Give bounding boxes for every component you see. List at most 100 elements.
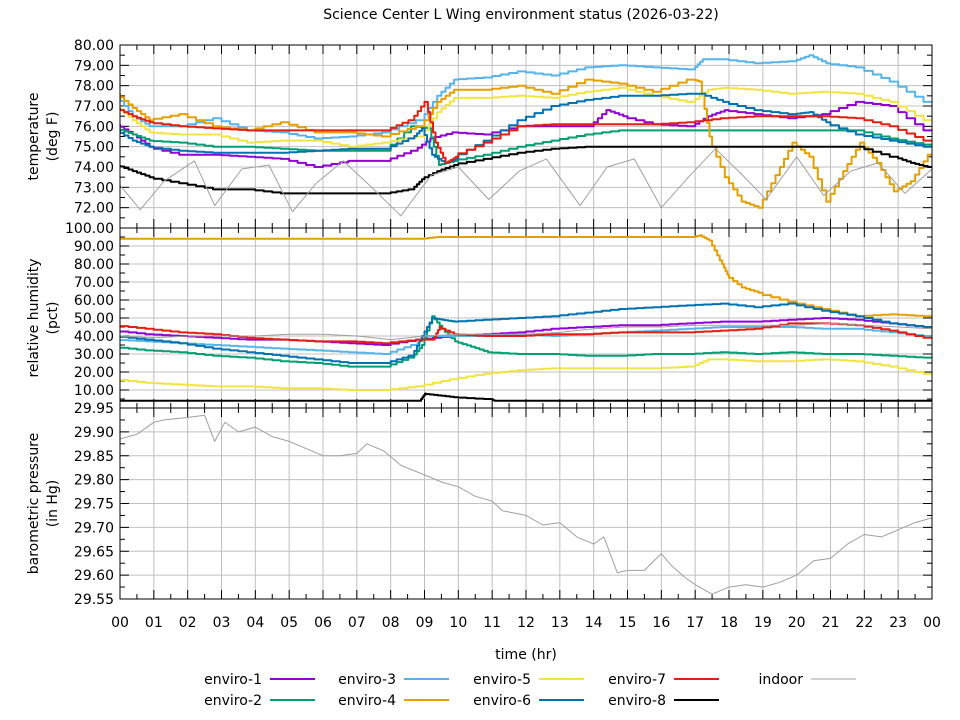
y-axis-label-line: barometric pressure	[26, 433, 42, 574]
humidity-y-tick-label: 10.00	[74, 383, 114, 399]
x-tick-label: 01	[145, 615, 163, 631]
x-tick-label: 04	[246, 615, 264, 631]
legend-item-enviro-8: enviro-8	[608, 693, 719, 709]
legend-item-enviro-3: enviro-3	[338, 672, 449, 688]
y-axis-label-line: (deg F)	[45, 112, 61, 162]
y-axis-label-line: (pct)	[45, 302, 61, 335]
series-line-enviro-6	[120, 302, 932, 364]
legend-item-enviro-7: enviro-7	[608, 672, 719, 688]
x-tick-label: 11	[483, 615, 501, 631]
legend-label: enviro-1	[204, 672, 262, 688]
y-axis-label-line: relative humidity	[26, 258, 42, 377]
y-axis-label-line: temperature	[26, 93, 42, 181]
humidity-y-tick-label: 30.00	[74, 347, 114, 363]
series-line-indoor	[120, 148, 932, 217]
temperature-y-tick-label: 76.00	[74, 119, 114, 135]
pressure-plot-frame	[119, 407, 933, 600]
x-tick-label: 23	[889, 615, 907, 631]
humidity-y-tick-label: 70.00	[74, 275, 114, 291]
legend-item-indoor: indoor	[758, 672, 856, 688]
panel-humidity: 10.00 20.00 30.00 40.00 50.00 60.00 70.00 80.00…	[26, 221, 933, 409]
humidity-ticks	[119, 227, 933, 409]
x-tick-label: 00	[111, 615, 129, 631]
series-line-enviro-8	[120, 392, 932, 402]
humidity-y-tick-label: 40.00	[74, 329, 114, 345]
temperature-y-tick-label: 72.00	[74, 201, 114, 217]
x-tick-label: 22	[855, 615, 873, 631]
x-tick-label: 10	[449, 615, 467, 631]
pressure-y-tick-label: 29.60	[74, 568, 114, 584]
x-tick-label: 14	[585, 615, 603, 631]
legend-label: indoor	[758, 672, 803, 688]
temperature-series	[120, 54, 932, 217]
pressure-ticks	[119, 407, 933, 600]
humidity-series	[120, 234, 932, 402]
x-tick-label: 18	[720, 615, 738, 631]
humidity-y-tick-label: 20.00	[74, 365, 114, 381]
pressure-y-tick-label: 29.80	[74, 473, 114, 489]
humidity-y-tick-label: 60.00	[74, 293, 114, 309]
temperature-y-tick-label: 77.00	[74, 99, 114, 115]
pressure-series	[120, 414, 932, 595]
legend-item-enviro-2: enviro-2	[204, 693, 315, 709]
x-tick-label: 03	[213, 615, 231, 631]
legend: enviro-1 enviro-2 enviro-3 enviro-4 enviro-5…	[204, 672, 856, 709]
series-line-enviro-8	[120, 145, 932, 195]
legend-item-enviro-4: enviro-4	[338, 693, 449, 709]
temperature-y-tick-label: 73.00	[74, 180, 114, 196]
temperature-y-tick-label: 79.00	[74, 58, 114, 74]
x-tick-label: 16	[652, 615, 670, 631]
x-tick-label: 12	[517, 615, 535, 631]
x-tick-label: 00	[923, 615, 941, 631]
legend-item-enviro-6: enviro-6	[473, 693, 584, 709]
series-line-enviro-4	[120, 78, 932, 209]
pressure-y-tick-label: 29.75	[74, 497, 114, 513]
temperature-y-tick-label: 74.00	[74, 160, 114, 176]
x-tick-labels: 00 01 02 03 04 05 06 07 08 09 10 11 12 13 14 15 16 17 18 19…	[111, 615, 941, 631]
x-tick-label: 08	[382, 615, 400, 631]
temperature-y-tick-label: 78.00	[74, 79, 114, 95]
series-line-indoor	[120, 414, 932, 595]
humidity-y-tick-label: 100.00	[65, 221, 114, 237]
temperature-y-tick-label: 75.00	[74, 140, 114, 156]
series-line-enviro-5	[120, 358, 932, 391]
legend-label: enviro-5	[473, 672, 531, 688]
pressure-y-axis-label: barometric pressure (in Hg)	[26, 433, 61, 574]
pressure-y-tick-label: 29.55	[74, 592, 114, 608]
x-tick-label: 09	[416, 615, 434, 631]
pressure-grid	[120, 408, 932, 599]
x-tick-label: 02	[179, 615, 197, 631]
humidity-y-tick-label: 90.00	[74, 239, 114, 255]
panel-pressure: 29.55 29.60 29.65 29.70 29.75 29.80 29.85 29.90…	[26, 401, 933, 608]
x-tick-label: 07	[348, 615, 366, 631]
series-line-enviro-1	[120, 317, 932, 346]
y-axis-label-line: (in Hg)	[45, 480, 61, 528]
x-tick-label: 13	[551, 615, 569, 631]
panel-temperature: 72.00 73.00 74.00 75.00 76.00 77.00 78.00 79.00…	[26, 38, 933, 229]
temperature-y-axis-label: temperature (deg F)	[26, 93, 61, 181]
pressure-y-tick-label: 29.70	[74, 520, 114, 536]
legend-label: enviro-8	[608, 693, 666, 709]
temperature-y-tick-label: 80.00	[74, 38, 114, 54]
x-tick-label: 06	[314, 615, 332, 631]
humidity-y-tick-label: 80.00	[74, 257, 114, 273]
panels: 72.00 73.00 74.00 75.00 76.00 77.00 78.00 79.00…	[26, 38, 933, 608]
legend-label: enviro-4	[338, 693, 396, 709]
humidity-y-tick-label: 50.00	[74, 311, 114, 327]
pressure-y-tick-label: 29.95	[74, 401, 114, 417]
x-tick-label: 05	[280, 615, 298, 631]
series-line-indoor	[120, 322, 932, 341]
chart-title: Science Center L Wing environment status…	[323, 7, 719, 23]
series-line-enviro-5	[120, 86, 932, 148]
temperature-ticks	[119, 44, 933, 229]
x-tick-label: 20	[788, 615, 806, 631]
series-line-enviro-2	[120, 315, 932, 368]
humidity-y-axis-label: relative humidity (pct)	[26, 258, 61, 377]
x-tick-label: 17	[686, 615, 704, 631]
legend-label: enviro-3	[338, 672, 396, 688]
legend-label: enviro-2	[204, 693, 262, 709]
x-axis-label: time (hr)	[495, 647, 557, 663]
legend-label: enviro-6	[473, 693, 531, 709]
x-tick-label: 19	[754, 615, 772, 631]
pressure-y-tick-label: 29.65	[74, 544, 114, 560]
